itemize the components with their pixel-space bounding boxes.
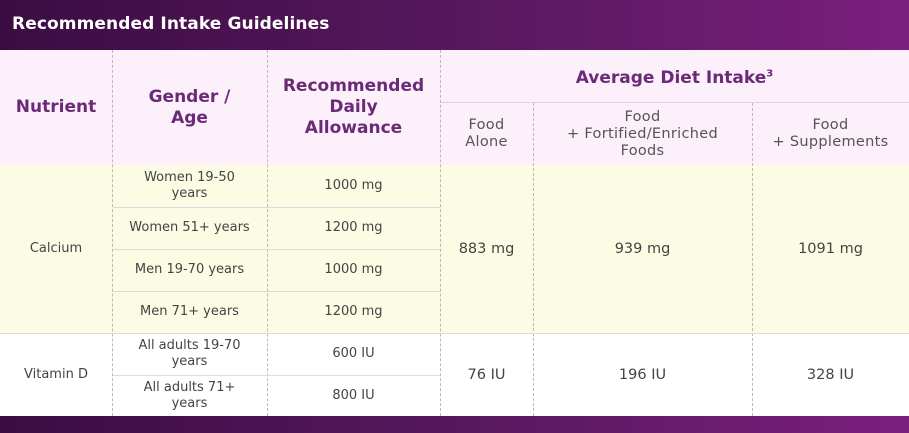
subheader-food-alone: Food Alone <box>440 103 533 165</box>
intake-value: 328 IU <box>806 366 855 383</box>
subheader-line: Foods <box>620 142 665 159</box>
subheader-supplements: Food + Supplements <box>752 103 909 165</box>
group-cell: Men 19-70 years <box>112 249 267 291</box>
header-average-diet-intake: Average Diet Intake3 <box>440 54 909 102</box>
table-header <box>0 50 909 165</box>
nutrient-vitamin-d: Vitamin D <box>0 333 112 416</box>
column-divider <box>752 103 753 416</box>
header-rda: Recommended Daily Allowance <box>267 50 440 165</box>
row-divider <box>113 207 440 208</box>
column-divider <box>112 50 113 416</box>
rda-value: 1200 mg <box>324 304 383 319</box>
page-title: Recommended Intake Guidelines <box>12 14 330 34</box>
intake-fortified: 196 IU <box>533 333 752 416</box>
rda-value: 800 IU <box>332 387 375 403</box>
subheader-fortified: Food + Fortified/Enriched Foods <box>533 103 752 165</box>
rda-cell: 800 IU <box>267 375 440 416</box>
header-rda-line: Allowance <box>304 118 403 138</box>
group-label-line: Men 71+ years <box>140 304 239 319</box>
header-rda-line: Daily <box>329 97 378 117</box>
header-gender-age-line: Age <box>171 107 208 128</box>
header-average-diet-intake-label: Average Diet Intake <box>575 67 767 88</box>
intake-value: 76 IU <box>467 366 506 383</box>
group-label-line: years <box>171 354 208 369</box>
row-divider <box>113 249 440 250</box>
intake-supplements: 1091 mg <box>752 165 909 333</box>
group-cell: All adults 71+ years <box>112 375 267 416</box>
intake-value: 939 mg <box>614 241 671 257</box>
subheader-line: + Fortified/Enriched <box>567 125 718 142</box>
column-divider <box>267 50 268 416</box>
title-bar: Recommended Intake Guidelines <box>0 0 909 50</box>
subheader-line: Food <box>624 108 661 125</box>
group-label-line: All adults 71+ <box>143 379 236 395</box>
rda-cell: 1200 mg <box>267 207 440 249</box>
header-gender-age-line: Gender / <box>148 86 231 107</box>
intake-value: 196 IU <box>618 366 667 383</box>
group-label-line: Women 19-50 <box>144 170 235 185</box>
group-label-line: Women 51+ years <box>129 220 250 235</box>
group-label-line: All adults 19-70 <box>138 338 241 353</box>
subheader-line: Food <box>468 117 505 133</box>
intake-food-alone: 76 IU <box>440 333 533 416</box>
intake-value: 883 mg <box>458 241 515 257</box>
row-divider <box>113 291 440 292</box>
rda-value: 600 IU <box>332 346 375 361</box>
rda-value: 1000 mg <box>324 262 383 277</box>
header-nutrient: Nutrient <box>0 50 112 165</box>
nutrient-calcium: Calcium <box>0 165 112 333</box>
rda-cell: 600 IU <box>267 333 440 375</box>
group-cell: Men 71+ years <box>112 291 267 333</box>
header-rda-line: Recommended <box>282 76 425 96</box>
subheader-line: Food <box>812 117 849 133</box>
rda-cell: 1000 mg <box>267 165 440 207</box>
rda-value: 1000 mg <box>324 178 383 193</box>
header-nutrient-label: Nutrient <box>15 97 97 117</box>
footnote-marker: 3 <box>766 67 774 79</box>
group-label-line: years <box>171 395 208 411</box>
column-divider <box>533 103 534 416</box>
intake-value: 1091 mg <box>798 241 863 257</box>
group-cell: All adults 19-70 years <box>112 333 267 375</box>
subheader-line: Alone <box>465 134 508 150</box>
group-cell: Women 51+ years <box>112 207 267 249</box>
section-divider <box>0 333 909 334</box>
group-label-line: Men 19-70 years <box>134 262 245 277</box>
column-divider <box>440 50 441 416</box>
row-divider <box>113 375 440 376</box>
group-label-line: years <box>171 186 208 201</box>
group-cell: Women 19-50 years <box>112 165 267 207</box>
intake-supplements: 328 IU <box>752 333 909 416</box>
intake-fortified: 939 mg <box>533 165 752 333</box>
rda-cell: 1200 mg <box>267 291 440 333</box>
footer-bar <box>0 416 909 433</box>
intake-food-alone: 883 mg <box>440 165 533 333</box>
vitamin-d-row-background <box>0 333 909 416</box>
nutrient-label: Vitamin D <box>24 366 88 382</box>
subheader-line: + Supplements <box>772 134 889 150</box>
rda-value: 1200 mg <box>324 220 383 235</box>
nutrient-label: Calcium <box>29 241 83 256</box>
header-divider <box>441 102 909 103</box>
rda-cell: 1000 mg <box>267 249 440 291</box>
header-gender-age: Gender / Age <box>112 50 267 165</box>
